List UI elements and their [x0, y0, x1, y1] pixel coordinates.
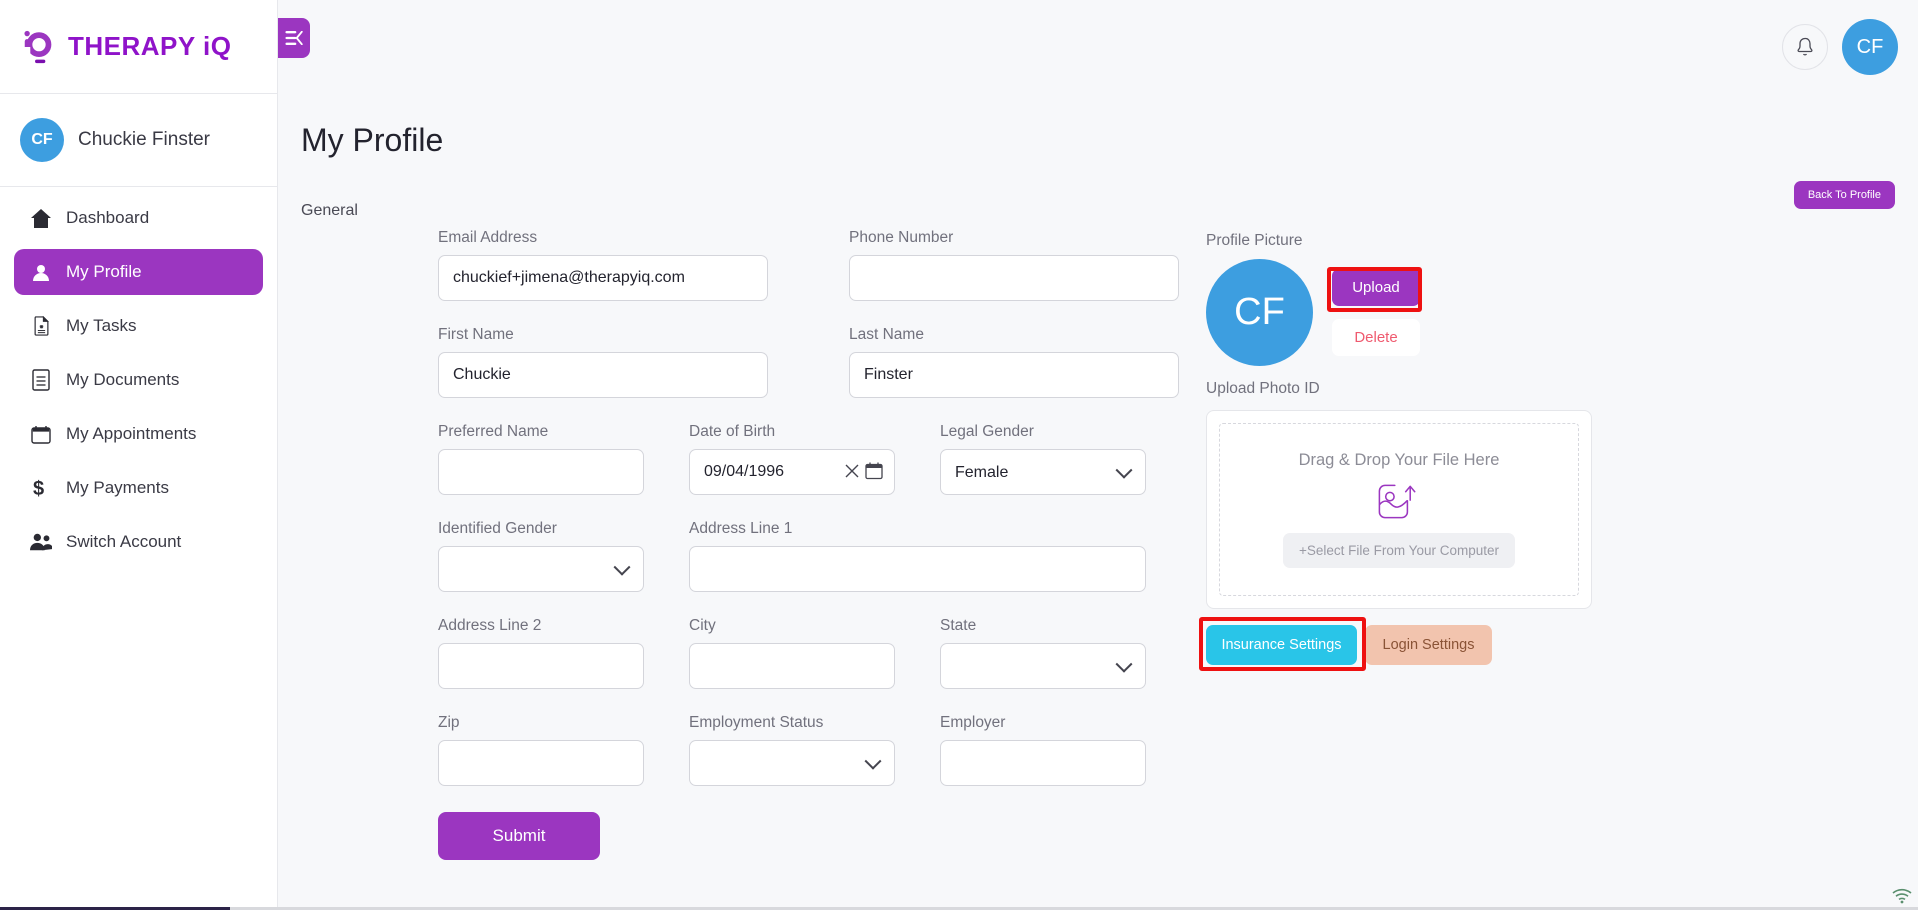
svg-text:$: $ [33, 478, 44, 499]
